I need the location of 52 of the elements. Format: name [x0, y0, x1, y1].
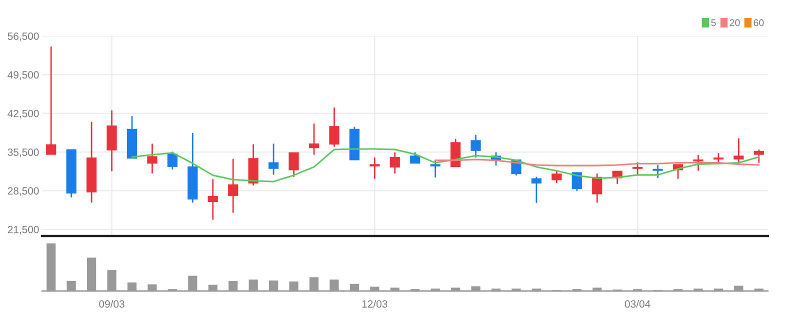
y-tick-label: 28,500	[8, 187, 39, 196]
candlestick	[66, 149, 76, 198]
legend-label: 60	[754, 19, 764, 26]
candlestick	[188, 132, 198, 203]
candlestick	[349, 126, 360, 160]
bar	[309, 277, 319, 291]
bar	[734, 286, 744, 291]
bar	[289, 281, 298, 291]
legend-label: 20	[730, 19, 740, 26]
y-tick-label: 42,500	[8, 110, 39, 118]
candlestick	[754, 149, 764, 163]
candlestick	[329, 107, 340, 147]
candlestick	[248, 144, 258, 186]
bar	[248, 280, 258, 291]
candlestick	[208, 178, 218, 220]
candlestick	[106, 110, 117, 172]
bar	[208, 284, 218, 291]
candlestick	[370, 157, 380, 179]
candlestick	[450, 138, 461, 167]
bar	[451, 288, 460, 291]
legend-label: 5	[711, 19, 716, 26]
x-tick-label: 09/03	[99, 300, 124, 308]
candlestick	[46, 46, 56, 155]
x-tick-label: 03/04	[624, 300, 650, 308]
bar	[107, 270, 116, 291]
bar	[188, 276, 198, 291]
candlestick	[592, 173, 602, 203]
bar	[471, 286, 480, 291]
x-tick-label: 12/03	[362, 300, 388, 308]
candlestick	[228, 158, 238, 213]
candlestick	[126, 116, 138, 159]
bar	[330, 280, 339, 291]
y-tick-label: 56,500	[8, 32, 39, 42]
bar	[370, 286, 380, 291]
bar	[228, 281, 238, 291]
bar	[148, 284, 157, 291]
bar	[269, 280, 278, 291]
candlestick	[147, 144, 158, 174]
bar	[46, 243, 56, 291]
bar	[390, 288, 400, 291]
candlestick	[86, 122, 97, 203]
y-tick-label: 35,500	[8, 148, 39, 158]
candlestick	[390, 152, 400, 174]
bar	[66, 281, 76, 291]
bar	[350, 284, 359, 291]
candlestick	[572, 172, 582, 192]
bar	[592, 288, 602, 291]
bar	[86, 258, 96, 291]
y-tick-label: 49,500	[8, 71, 39, 80]
y-tick-label: 21,500	[8, 226, 39, 234]
bar	[127, 282, 137, 291]
candlestick	[531, 176, 542, 203]
